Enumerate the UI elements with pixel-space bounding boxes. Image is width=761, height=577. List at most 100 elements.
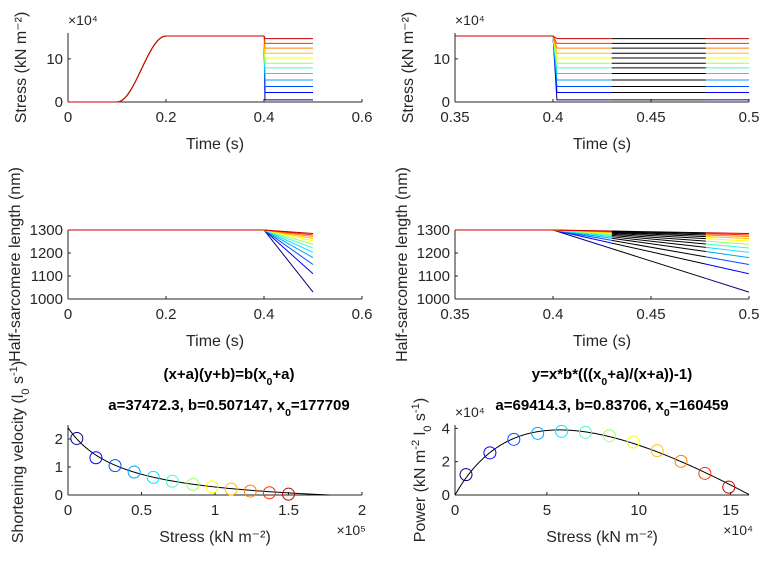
y-tick-label: 1200 xyxy=(417,245,450,262)
data-point xyxy=(108,459,122,473)
x-tick-label: 1 xyxy=(211,502,219,519)
data-point xyxy=(243,484,257,498)
force-velocity-panel: 0 0.5 1 1.5 2 0 1 2 ×10⁵ Stress (kN m⁻²) Shortenin… xyxy=(8,361,366,546)
length-trace-window xyxy=(611,239,706,258)
x-tick-label: 0.35 xyxy=(440,306,469,323)
length-trace xyxy=(455,229,612,232)
chart-subtitle: a=69414.3, b=0.83706, x0=160459 xyxy=(495,397,728,419)
x-tick-label: 10 xyxy=(630,502,647,519)
x-axis-label: Time (s) xyxy=(186,136,244,153)
length-trace-window xyxy=(611,236,706,248)
length-trace-window xyxy=(611,237,706,253)
chart-subtitle: a=37472.3, b=0.507147, x0=177709 xyxy=(108,397,350,419)
y-tick-label: 1000 xyxy=(417,291,450,308)
data-point xyxy=(722,480,736,494)
y-tick-label: 1300 xyxy=(417,222,450,239)
data-point xyxy=(626,435,640,449)
data-point xyxy=(531,426,545,440)
length-trace-window xyxy=(611,232,706,240)
y-axis-label: Half-sarcomere length (nm) xyxy=(394,167,411,362)
y-multiplier-label: ×10⁴ xyxy=(455,12,485,28)
length-trace xyxy=(705,232,750,234)
length-trace xyxy=(705,236,750,240)
length-trace xyxy=(705,263,750,275)
data-point xyxy=(555,424,569,438)
stress-trace xyxy=(455,35,612,49)
x-axis-label: Time (s) xyxy=(186,333,244,350)
y-tick-label: 0 xyxy=(442,94,450,111)
data-point xyxy=(127,465,141,479)
length-trace xyxy=(705,256,750,265)
data-point xyxy=(262,486,276,500)
x-tick-label: 0 xyxy=(64,306,72,323)
y-multiplier-label: ×10⁴ xyxy=(68,12,98,28)
chart-title: (x+a)(y+b)=b(x0+a) xyxy=(164,366,295,388)
power-panel: 0 5 10 15 0 2 4 ×10⁴ ×10⁴ Stress (kN m⁻²) Power (k… xyxy=(410,366,753,546)
x-axis-label: Time (s) xyxy=(573,333,631,350)
data-point xyxy=(459,468,473,482)
x-tick-label: 0 xyxy=(64,109,72,126)
x-tick-label: 1.5 xyxy=(278,502,299,519)
x-tick-label: 0 xyxy=(64,502,72,519)
stress-trace xyxy=(455,35,612,40)
x-tick-label: 0.2 xyxy=(156,109,177,126)
x-tick-label: 0.5 xyxy=(739,306,760,323)
y-tick-label: 4 xyxy=(442,420,450,437)
y-axis-label: Half-sarcomere length (nm) xyxy=(7,167,24,362)
length-trace-window xyxy=(611,242,706,265)
x-tick-label: 0.4 xyxy=(543,306,564,323)
length-trace xyxy=(705,240,750,245)
y-axis-label: Power (kN m-2 l0 s-1) xyxy=(410,398,434,542)
length-trace xyxy=(705,238,750,242)
data-point xyxy=(224,482,238,496)
x-tick-label: 0.5 xyxy=(739,109,760,126)
x-tick-label: 0.4 xyxy=(254,306,275,323)
data-point xyxy=(483,446,497,460)
y-axis-label: Shortening velocity (l0 s-1) xyxy=(8,361,32,543)
data-point xyxy=(507,432,521,446)
data-point xyxy=(146,470,160,484)
x-tick-label: 0 xyxy=(451,502,459,519)
data-point xyxy=(165,474,179,488)
x-tick-label: 0.35 xyxy=(440,109,469,126)
data-point xyxy=(578,425,592,439)
stress-trace xyxy=(455,35,612,44)
y-tick-label: 1100 xyxy=(31,268,63,285)
stress-trace xyxy=(68,35,313,103)
data-point xyxy=(698,466,712,480)
data-point xyxy=(205,480,219,494)
y-axis-label: Stress (kN m⁻²) xyxy=(13,12,30,124)
length-trace-window xyxy=(611,248,707,279)
y-multiplier-label: ×10⁴ xyxy=(455,404,485,420)
y-tick-label: 2 xyxy=(442,454,450,471)
x-tick-label: 0.4 xyxy=(254,109,275,126)
length-trace-window xyxy=(611,230,706,235)
data-point xyxy=(89,451,103,465)
x-axis-label: Stress (kN m⁻²) xyxy=(159,529,271,546)
length-trace-window xyxy=(611,230,706,234)
x-tick-label: 0.45 xyxy=(636,109,665,126)
x-tick-label: 0.4 xyxy=(543,109,564,126)
x-tick-label: 0.6 xyxy=(352,306,373,323)
length-trace-window xyxy=(611,233,706,242)
data-point xyxy=(186,477,200,491)
stress-trace xyxy=(455,35,612,64)
x-tick-label: 2 xyxy=(358,502,366,519)
y-tick-label: 1100 xyxy=(418,268,450,285)
y-tick-label: 10 xyxy=(433,51,450,68)
chart-title: y=x*b*(((x0+a)/(x+a))-1) xyxy=(532,366,692,388)
length-trace xyxy=(68,229,314,293)
data-point xyxy=(70,431,84,445)
y-axis-label: Stress (kN m⁻²) xyxy=(400,12,417,124)
x-tick-label: 0.6 xyxy=(352,109,373,126)
x-tick-label: 5 xyxy=(543,502,551,519)
x-axis-label: Stress (kN m⁻²) xyxy=(546,529,658,546)
y-tick-label: 0 xyxy=(55,487,63,504)
y-tick-label: 1300 xyxy=(30,222,63,239)
length-trace xyxy=(705,234,750,237)
fit-curve xyxy=(454,429,750,496)
y-tick-label: 2 xyxy=(55,431,63,448)
x-tick-label: 0.45 xyxy=(636,306,665,323)
x-multiplier-label: ×10⁴ xyxy=(723,522,753,538)
